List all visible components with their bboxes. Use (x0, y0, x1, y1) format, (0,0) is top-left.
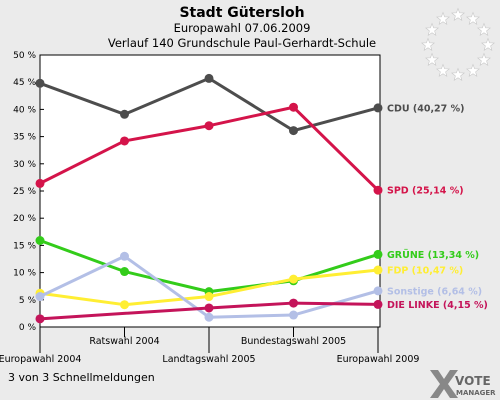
data-point (120, 109, 129, 119)
status-text: 3 von 3 Schnellmeldungen (8, 371, 155, 384)
plot-area (39, 54, 381, 328)
star-shape (476, 22, 491, 36)
star-shape (421, 37, 435, 51)
y-tick-label: 40 % (13, 105, 36, 115)
series-lines (35, 73, 383, 324)
star-shape (466, 63, 480, 77)
y-tick-label: 45 % (13, 78, 36, 88)
y-tick-label: 20 % (13, 214, 36, 224)
series-end-label: Sonstige (6,64 %) (387, 286, 482, 297)
y-tick-label: 0 % (19, 323, 37, 333)
chart-title: Stadt Gütersloh (179, 5, 304, 21)
eu-stars-icon (421, 7, 495, 81)
star-shape (425, 52, 440, 66)
x-tick-label: Europawahl 2004 (0, 354, 81, 365)
data-point (373, 185, 383, 195)
y-tick-label: 15 % (13, 241, 36, 251)
star-shape (436, 63, 450, 77)
y-tick-label: 10 % (13, 269, 36, 279)
star-shape (481, 37, 495, 51)
chart-subtitle-1: Europawahl 07.06.2009 (174, 21, 311, 35)
x-tick-label: Ratswahl 2004 (89, 336, 159, 347)
series-end-label: SPD (25,14 %) (387, 186, 464, 197)
x-axis: Europawahl 2004 Ratswahl 2004Landtagswahl… (0, 327, 419, 365)
data-point (373, 265, 383, 275)
data-point (35, 236, 45, 246)
data-point (120, 136, 129, 146)
data-point (204, 312, 214, 322)
series-end-label: FDP (10,47 %) (387, 266, 463, 277)
data-point (35, 292, 45, 302)
x-tick-label: Bundestagswahl 2005 (241, 336, 346, 347)
y-tick-label: 5 % (19, 296, 37, 306)
data-point (120, 251, 129, 261)
series-end-label: DIE LINKE (4,15 %) (387, 300, 488, 311)
data-point (120, 300, 129, 310)
series-end-label: CDU (40,27 %) (387, 103, 464, 114)
data-point (373, 286, 383, 296)
data-point (289, 126, 298, 136)
data-point (35, 78, 45, 88)
data-point (373, 299, 383, 309)
data-point (204, 121, 214, 131)
star-shape (451, 67, 465, 81)
vote-manager-logo: VOTE MANAGER (430, 370, 496, 398)
y-tick-label: 30 % (13, 160, 36, 170)
x-tick-label: Landtagswahl 2005 (162, 354, 255, 365)
y-tick-label: 25 % (13, 187, 36, 197)
data-point (204, 73, 214, 83)
data-point (289, 274, 298, 284)
data-point (35, 314, 45, 324)
star-shape (476, 52, 491, 66)
data-point (373, 249, 383, 259)
star-shape (466, 11, 480, 25)
series-labels: CDU (40,27 %) SPD (25,14 %) GRÜNE (13,34 %… (387, 103, 488, 310)
data-point (289, 298, 298, 308)
logo-text-bottom: MANAGER (456, 389, 496, 397)
star-shape (425, 22, 440, 36)
x-tick-label: Europawahl 2009 (337, 354, 420, 365)
y-tick-label: 35 % (13, 133, 36, 143)
data-point (35, 178, 45, 188)
ballot-x-icon (430, 370, 458, 398)
chart-subtitle-2: Verlauf 140 Grundschule Paul-Gerhardt-Sc… (108, 36, 376, 50)
data-point (289, 310, 298, 320)
series-end-label: GRÜNE (13,34 %) (387, 250, 479, 261)
data-point (373, 103, 383, 113)
data-point (120, 267, 129, 277)
y-tick-label: 50 % (13, 51, 36, 61)
series-line (38, 301, 380, 321)
star-shape (451, 7, 465, 21)
data-point (204, 292, 214, 302)
star-shape (436, 11, 450, 25)
data-point (204, 303, 214, 313)
data-point (289, 102, 298, 112)
logo-text-top: VOTE (455, 374, 491, 388)
